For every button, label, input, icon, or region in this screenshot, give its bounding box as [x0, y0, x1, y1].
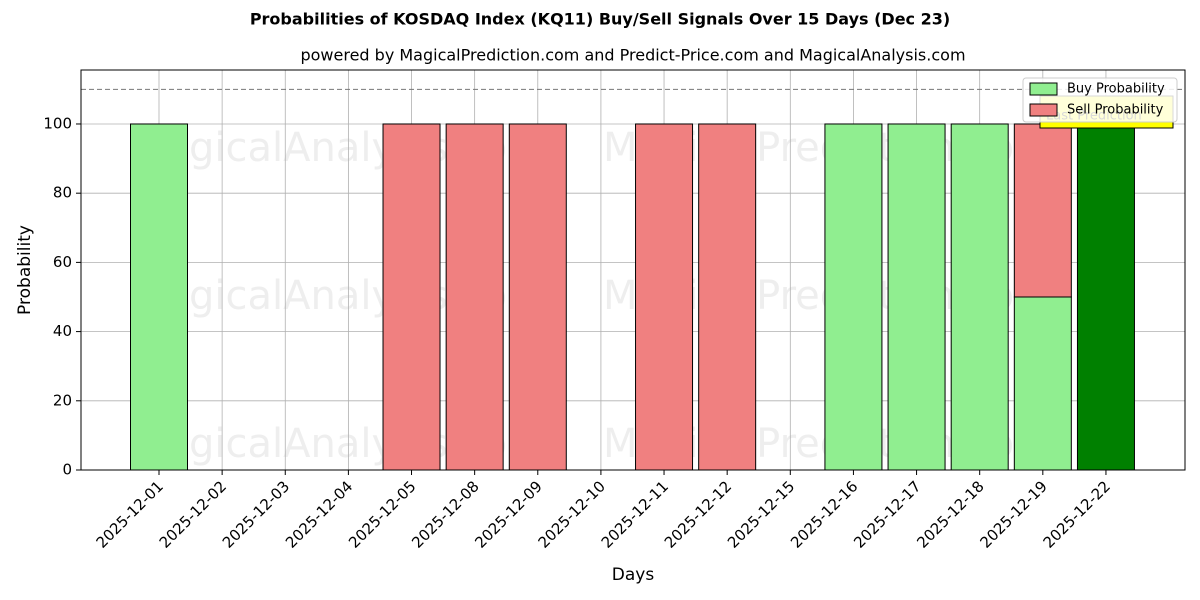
bar [698, 123, 757, 471]
y-tick-label: 80 [53, 184, 72, 202]
y-axis-label: Probability [15, 225, 35, 315]
x-axis-label: Days [612, 565, 655, 585]
legend-label: Buy Probability [1067, 82, 1165, 97]
plot-frame [80, 69, 1186, 471]
y-tick-label: 60 [53, 253, 72, 271]
legend-box [1022, 77, 1178, 123]
y-tick-label: 100 [43, 114, 72, 132]
bar [1076, 123, 1135, 471]
y-tick-label: 20 [53, 391, 72, 409]
bar [824, 123, 883, 471]
chart-title: Probabilities of KOSDAQ Index (KQ11) Buy… [250, 10, 950, 29]
legend-swatch [1029, 82, 1058, 96]
chart-subtitle: powered by MagicalPrediction.com and Pre… [300, 46, 965, 65]
legend-swatch [1029, 103, 1058, 117]
bar [508, 123, 567, 471]
bar [130, 123, 188, 471]
bar [887, 123, 946, 471]
bar [1013, 296, 1072, 471]
bar [445, 123, 504, 471]
bar [950, 123, 1009, 471]
y-tick-label: 0 [62, 461, 72, 479]
bar [382, 123, 441, 471]
legend-label: Sell Probability [1067, 103, 1164, 118]
bar [1013, 123, 1072, 298]
bar [635, 123, 694, 471]
y-tick-label: 40 [53, 322, 72, 340]
